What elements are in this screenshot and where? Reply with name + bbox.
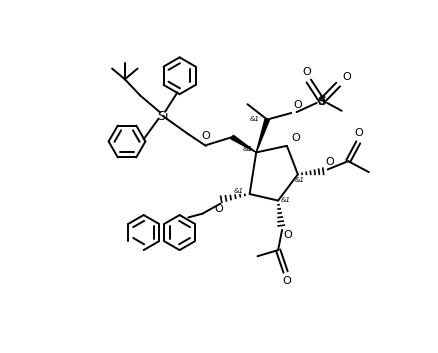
Text: O: O <box>215 204 223 214</box>
Text: O: O <box>343 72 351 82</box>
Text: &1: &1 <box>281 197 291 203</box>
Text: O: O <box>282 276 291 286</box>
Polygon shape <box>231 135 256 152</box>
Text: &1: &1 <box>243 146 252 152</box>
Polygon shape <box>256 119 269 152</box>
Text: O: O <box>325 157 334 167</box>
Text: S: S <box>318 95 326 108</box>
Text: &1: &1 <box>249 116 259 122</box>
Text: O: O <box>201 131 210 140</box>
Text: Si: Si <box>157 109 169 122</box>
Text: O: O <box>291 133 300 143</box>
Text: &1: &1 <box>295 178 305 184</box>
Text: O: O <box>293 100 302 110</box>
Text: O: O <box>284 230 293 240</box>
Text: O: O <box>303 67 311 77</box>
Text: &1: &1 <box>234 187 244 193</box>
Text: O: O <box>355 128 364 138</box>
